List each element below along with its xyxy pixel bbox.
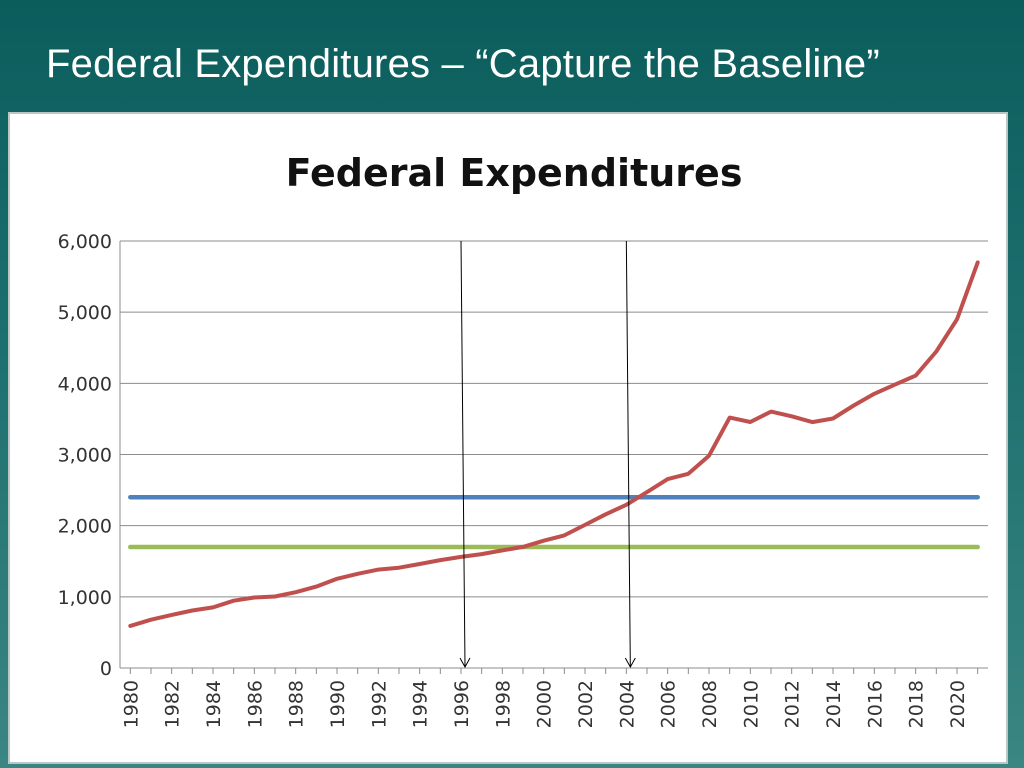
x-tick-label: 1984	[203, 680, 225, 728]
x-tick-label: 1980	[120, 680, 142, 728]
x-tick-label: 1996	[451, 680, 473, 728]
x-tick-label: 1982	[162, 680, 184, 728]
x-tick-label: 2002	[575, 680, 597, 728]
chart-panel: Federal Expenditures 0 1,000 2,000 3,000 4,0…	[8, 112, 1008, 764]
annotation-arrow-2004	[624, 240, 636, 669]
x-tick-label: 1988	[286, 680, 308, 728]
x-tick-label: 2020	[947, 680, 969, 728]
y-tick-label: 1,000	[58, 587, 112, 609]
expenditure-line-chart: Federal Expenditures 0 1,000 2,000 3,000 4,0…	[58, 151, 988, 728]
y-tick-label: 4,000	[58, 373, 112, 395]
x-tick-label: 2004	[616, 680, 638, 728]
x-axis: 1980 1982 1984 1986 1988 1990 1992 1994 1996 1998…	[120, 667, 988, 728]
x-tick-label: 1992	[368, 680, 390, 728]
x-tick-label: 2014	[823, 680, 845, 728]
annotation-arrows	[459, 240, 636, 669]
annotation-arrow-1996	[459, 240, 471, 669]
y-tick-label: 2,000	[58, 516, 112, 538]
y-axis: 0 1,000 2,000 3,000 4,000 5,000 6,000	[58, 231, 121, 680]
y-tick-label: 0	[100, 658, 112, 680]
x-tick-label: 2012	[782, 680, 804, 728]
x-tick-label: 2008	[699, 680, 721, 728]
federal-expenditures-line	[128, 260, 980, 628]
slide-title: Federal Expenditures – “Capture the Base…	[46, 42, 880, 86]
x-tick-label: 1998	[492, 680, 514, 728]
y-tick-label: 6,000	[58, 231, 112, 253]
y-tick-label: 5,000	[58, 302, 112, 324]
x-tick-label: 1990	[327, 680, 349, 728]
x-tick-label: 2016	[864, 680, 886, 728]
x-tick-label: 2018	[906, 680, 928, 728]
x-tick-label: 1994	[410, 680, 432, 728]
chart-title: Federal Expenditures	[286, 151, 743, 195]
x-tick-label: 2006	[658, 680, 680, 728]
gridlines	[120, 240, 988, 598]
series-lines	[128, 260, 980, 628]
x-tick-label: 1986	[244, 680, 266, 728]
x-tick-label: 2000	[534, 680, 556, 728]
y-tick-label: 3,000	[58, 445, 112, 467]
x-tick-label: 2010	[740, 680, 762, 728]
